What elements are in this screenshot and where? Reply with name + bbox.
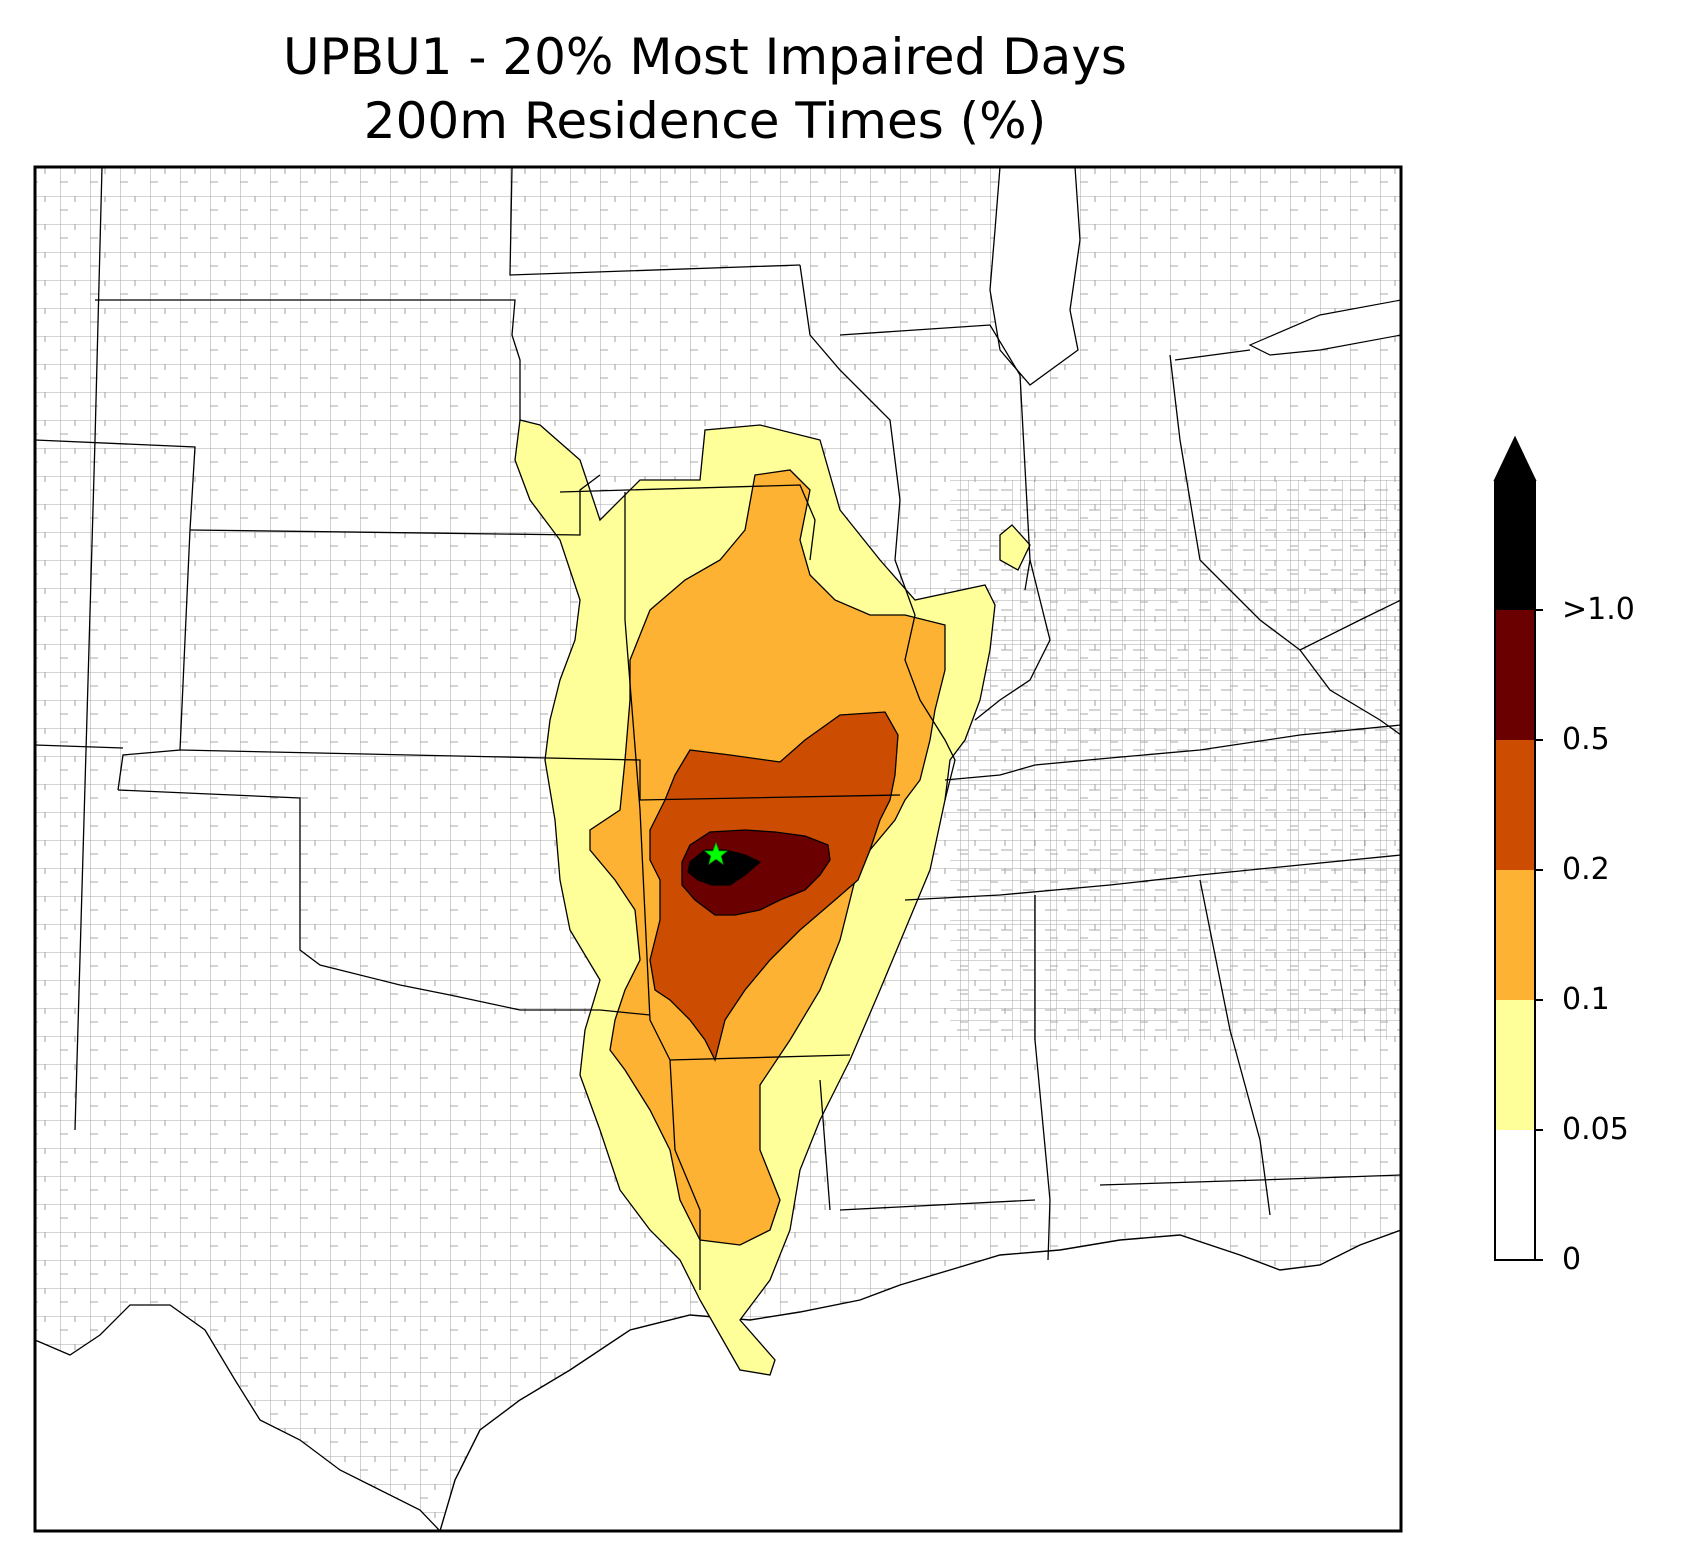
map-title-line2: 200m Residence Times (%) <box>363 92 1047 150</box>
colorbar-tick-label: 0.2 <box>1562 852 1610 887</box>
colorbar-extend-arrow <box>1493 435 1537 481</box>
colorbar-segment <box>1495 740 1535 870</box>
colorbar-segment <box>1495 1130 1535 1260</box>
colorbar-tick-label: 0.05 <box>1562 1112 1629 1147</box>
map-frame <box>33 165 1403 1533</box>
colorbar-segment <box>1495 610 1535 740</box>
colorbar-segment <box>1495 870 1535 1000</box>
colorbar-tick-label: 0 <box>1562 1242 1582 1277</box>
state-borders <box>35 167 1401 1290</box>
colorbar-tick-label: >1.0 <box>1562 592 1635 627</box>
map-title-line1: UPBU1 - 20% Most Impaired Days <box>283 28 1127 86</box>
gulf-of-mexico <box>35 1229 1401 1531</box>
lake-michigan <box>989 167 1081 386</box>
map-area <box>35 167 1401 1531</box>
mexico-region <box>35 1304 441 1531</box>
colorbar-tick-label: 0.5 <box>1562 722 1610 757</box>
colorbar-segment <box>1495 1000 1535 1130</box>
colorbar-tick-label: 0.1 <box>1562 982 1610 1017</box>
site-marker <box>703 841 729 865</box>
colorbar-segment <box>1495 480 1535 610</box>
colorbar <box>1493 435 1543 1261</box>
